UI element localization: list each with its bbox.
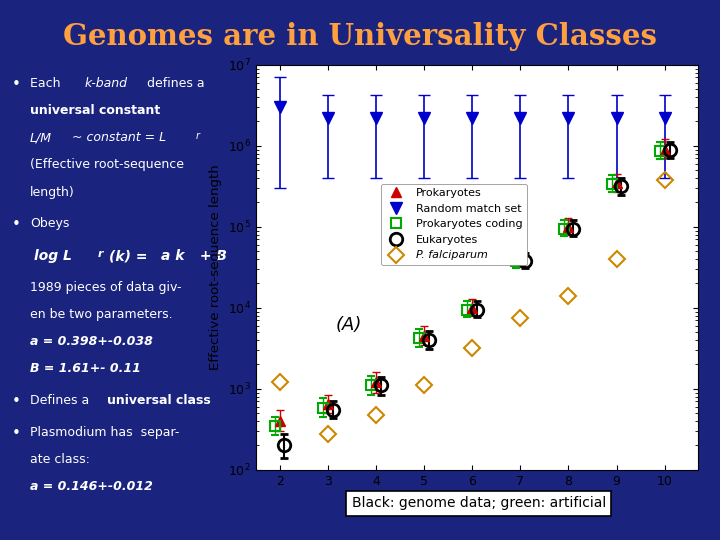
Text: •: • [12, 77, 21, 92]
Text: (k) =: (k) = [109, 249, 153, 263]
Text: Defines a: Defines a [30, 394, 93, 407]
Text: Genomes are in Universality Classes: Genomes are in Universality Classes [63, 22, 657, 51]
Text: •: • [12, 426, 21, 441]
Text: k-band: k-band [84, 77, 127, 90]
P. falciparum [372, 411, 380, 418]
Text: length): length) [30, 186, 75, 199]
Text: (A): (A) [336, 316, 361, 334]
Text: a = 0.398+-0.038: a = 0.398+-0.038 [30, 335, 153, 348]
Text: a = 0.146+-0.012: a = 0.146+-0.012 [30, 481, 153, 494]
Text: defines a: defines a [143, 77, 205, 90]
P. falciparum [612, 256, 621, 262]
Text: ~ constant = L: ~ constant = L [68, 131, 166, 144]
Text: universal constant: universal constant [30, 104, 160, 117]
Text: log L: log L [35, 249, 72, 263]
P. falciparum [660, 177, 669, 183]
Line: P. falciparum: P. falciparum [274, 174, 670, 439]
Text: a k: a k [161, 249, 185, 263]
P. falciparum [323, 430, 332, 437]
Text: ate class:: ate class: [30, 453, 90, 466]
Y-axis label: Effective root-sequence length: Effective root-sequence length [209, 164, 222, 370]
Legend: Prokaryotes, Random match set, Prokaryotes coding, Eukaryotes, P. falciparum: Prokaryotes, Random match set, Prokaryot… [381, 184, 527, 265]
P. falciparum [275, 379, 284, 386]
P. falciparum [468, 345, 477, 351]
Text: Obeys: Obeys [30, 217, 69, 230]
Text: en be two parameters.: en be two parameters. [30, 308, 173, 321]
X-axis label: k: k [472, 493, 482, 511]
Text: L/M: L/M [30, 131, 52, 144]
Text: Each: Each [30, 77, 64, 90]
Text: B = 1.61+- 0.11: B = 1.61+- 0.11 [30, 362, 140, 375]
P. falciparum [420, 382, 428, 389]
Text: universal class: universal class [107, 394, 211, 407]
Text: •: • [12, 217, 21, 232]
Text: + B: + B [195, 249, 228, 263]
P. falciparum [516, 315, 525, 321]
Text: r: r [195, 131, 199, 141]
Text: •: • [12, 394, 21, 409]
Text: 1989 pieces of data giv-: 1989 pieces of data giv- [30, 281, 181, 294]
Text: Black: genome data; green: artificial: Black: genome data; green: artificial [351, 496, 606, 510]
Text: (Effective root-sequence: (Effective root-sequence [30, 158, 184, 171]
Text: Plasmodium has  separ-: Plasmodium has separ- [30, 426, 179, 439]
Text: r: r [98, 249, 104, 259]
P. falciparum [564, 293, 573, 299]
